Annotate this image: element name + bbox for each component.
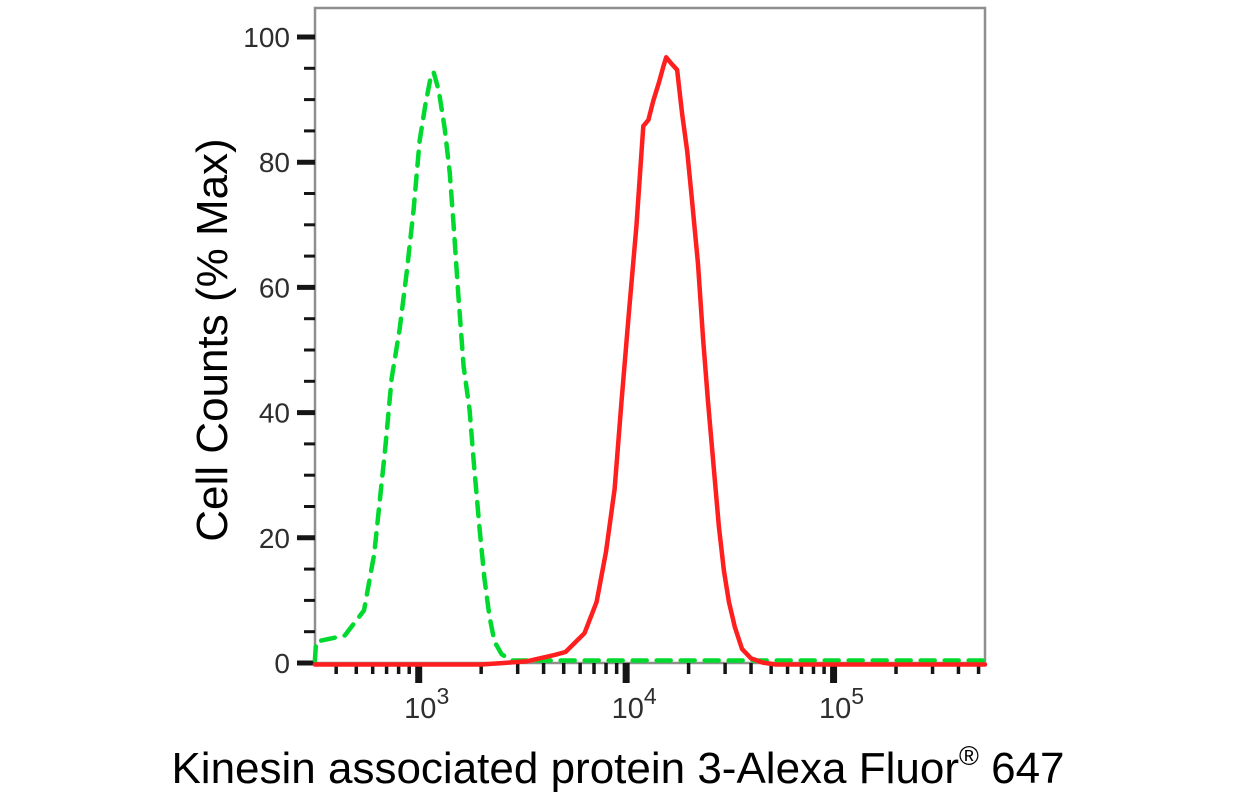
y-tick-label: 60 — [259, 272, 290, 303]
y-tick-label: 40 — [259, 398, 290, 429]
registered-trademark-icon: ® — [958, 741, 979, 771]
x-axis-title: Kinesin associated protein 3-Alexa Fluor… — [0, 741, 1236, 794]
x-tick-label: 105 — [819, 683, 864, 725]
x-tick-label: 103 — [404, 683, 449, 725]
plot-frame — [313, 6, 987, 665]
y-tick-label: 80 — [259, 147, 290, 178]
x-axis-title-suffix: 647 — [978, 744, 1065, 793]
y-tick-label: 0 — [274, 648, 290, 679]
y-tick-label: 100 — [243, 22, 290, 53]
green-dashed-curve — [312, 69, 988, 663]
red-solid-curve — [312, 55, 988, 667]
x-tick-label: 104 — [612, 683, 657, 725]
y-tick-label: 20 — [259, 523, 290, 554]
x-axis-title-main: Kinesin associated protein 3-Alexa Fluor — [171, 744, 959, 793]
